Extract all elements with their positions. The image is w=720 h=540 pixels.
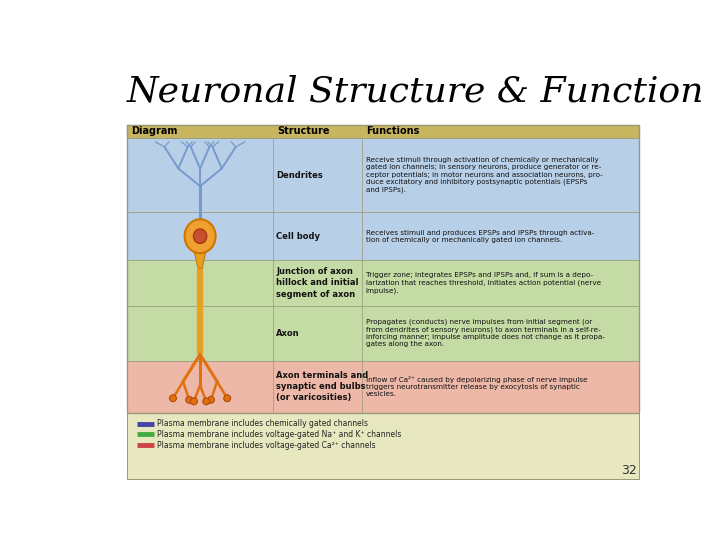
Text: Plasma membrane includes voltage-gated Ca²⁺ channels: Plasma membrane includes voltage-gated C… bbox=[157, 441, 375, 450]
Circle shape bbox=[190, 398, 197, 405]
Circle shape bbox=[224, 395, 230, 402]
Text: Inflow of Ca²⁺ caused by depolarizing phase of nerve impulse
triggers neurotrans: Inflow of Ca²⁺ caused by depolarizing ph… bbox=[366, 376, 588, 397]
Circle shape bbox=[186, 396, 193, 403]
Circle shape bbox=[203, 398, 210, 405]
Text: Junction of axon
hillock and initial
segment of axon: Junction of axon hillock and initial seg… bbox=[276, 267, 359, 299]
Text: Trigger zone; integrates EPSPs and IPSPs and, if sum is a depo-
larization that : Trigger zone; integrates EPSPs and IPSPs… bbox=[366, 272, 600, 294]
Bar bbox=[127, 361, 639, 413]
Text: 32: 32 bbox=[621, 464, 636, 477]
Text: Axon: Axon bbox=[276, 329, 300, 338]
Text: Functions: Functions bbox=[366, 126, 420, 137]
Ellipse shape bbox=[194, 229, 207, 244]
Text: Structure: Structure bbox=[277, 126, 329, 137]
Polygon shape bbox=[194, 253, 205, 268]
Bar bbox=[127, 125, 639, 138]
Bar bbox=[127, 125, 639, 413]
Bar bbox=[127, 138, 639, 212]
Bar bbox=[127, 212, 639, 260]
Circle shape bbox=[207, 396, 215, 403]
Bar bbox=[127, 413, 639, 479]
Text: Axon terminals and
synaptic end bulbs
(or varicosities): Axon terminals and synaptic end bulbs (o… bbox=[276, 371, 369, 402]
Text: Receive stimuli through activation of chemically or mechanically
gated ion chann: Receive stimuli through activation of ch… bbox=[366, 157, 603, 193]
Text: Cell body: Cell body bbox=[276, 232, 320, 241]
Text: Propagates (conducts) nerve impulses from initial segment (or
from dendrites of : Propagates (conducts) nerve impulses fro… bbox=[366, 319, 605, 348]
Bar bbox=[127, 306, 639, 361]
Ellipse shape bbox=[184, 219, 215, 253]
Text: Receives stimuli and produces EPSPs and IPSPs through activa-
tion of chemically: Receives stimuli and produces EPSPs and … bbox=[366, 230, 594, 243]
Bar bbox=[127, 260, 639, 306]
Text: Neuronal Structure & Function: Neuronal Structure & Function bbox=[127, 74, 705, 108]
Text: Diagram: Diagram bbox=[131, 126, 177, 137]
Text: Plasma membrane includes voltage-gated Na⁺ and K⁺ channels: Plasma membrane includes voltage-gated N… bbox=[157, 430, 401, 439]
Circle shape bbox=[169, 395, 176, 402]
Text: Plasma membrane includes chemically gated channels: Plasma membrane includes chemically gate… bbox=[157, 419, 368, 428]
Text: Dendrites: Dendrites bbox=[276, 171, 323, 180]
